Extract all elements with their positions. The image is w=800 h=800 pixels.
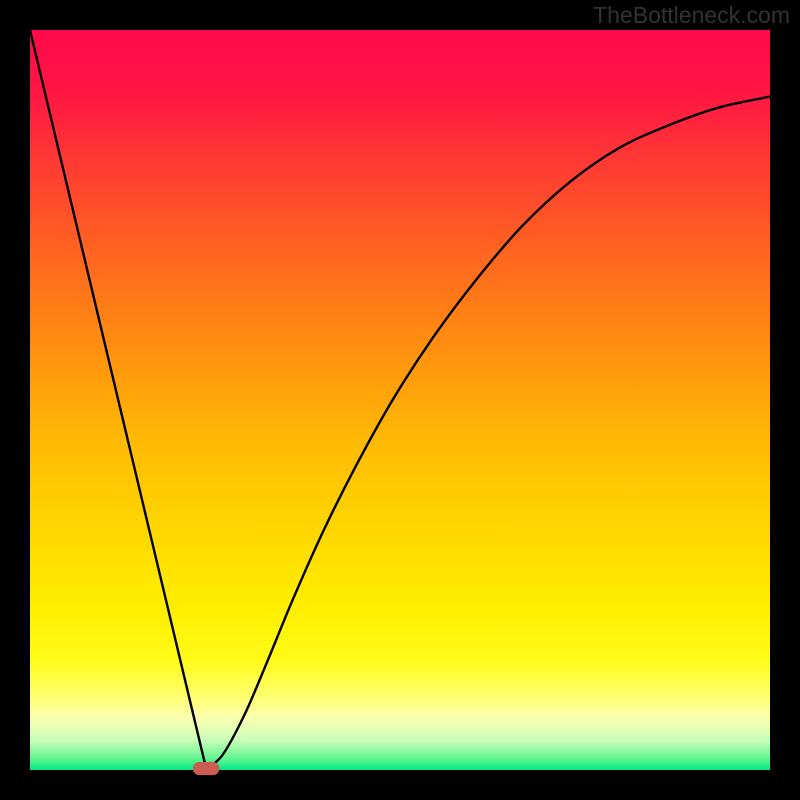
gradient-background bbox=[30, 30, 770, 770]
plot-svg bbox=[0, 0, 800, 800]
minimum-marker bbox=[193, 762, 220, 775]
